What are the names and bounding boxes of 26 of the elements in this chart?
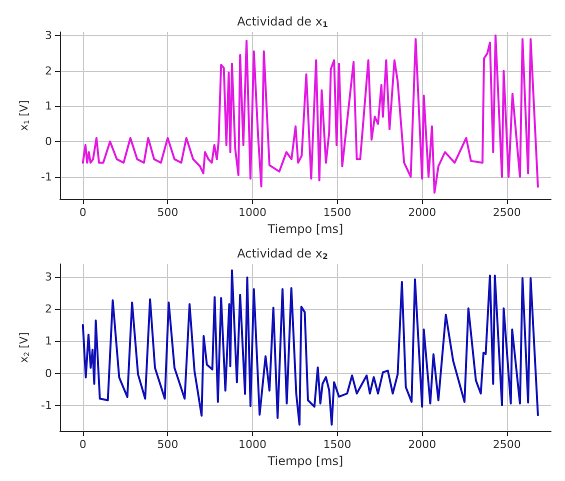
x-tick-label: 2500 [492, 206, 521, 220]
x-tick-label: 2500 [492, 438, 521, 452]
x-tick-label: 500 [157, 438, 178, 452]
x-tick-label: 500 [157, 206, 178, 220]
x-tick-label: 2000 [408, 438, 436, 452]
x-axis-title: Tiempo [ms] [266, 454, 344, 468]
y-tick-label: 3 [45, 29, 52, 42]
y-tick-label: 0 [45, 135, 52, 148]
y-tick-label: 2 [45, 64, 52, 78]
x-tick-label: 1000 [238, 206, 266, 220]
x-tick-label: 1500 [323, 206, 352, 220]
x-tick-label: 0 [79, 438, 86, 452]
y-tick-label: 0 [45, 366, 52, 380]
y-tick-label: -1 [41, 398, 52, 412]
x-tick-label: 0 [79, 206, 86, 220]
x-axis-title: Tiempo [ms] [266, 222, 344, 236]
line-series [82, 269, 539, 426]
y-tick-label: 1 [45, 100, 52, 113]
x-tick-label: 1500 [323, 438, 352, 452]
y-tick-label: 1 [45, 334, 52, 348]
y-tick-label: -1 [41, 170, 52, 184]
x-tick-label: 2000 [408, 206, 436, 220]
x-tick-label: 1000 [238, 438, 266, 452]
y-tick-label: 2 [45, 302, 52, 316]
line-series [82, 34, 539, 194]
y-tick-label: 3 [45, 270, 52, 284]
